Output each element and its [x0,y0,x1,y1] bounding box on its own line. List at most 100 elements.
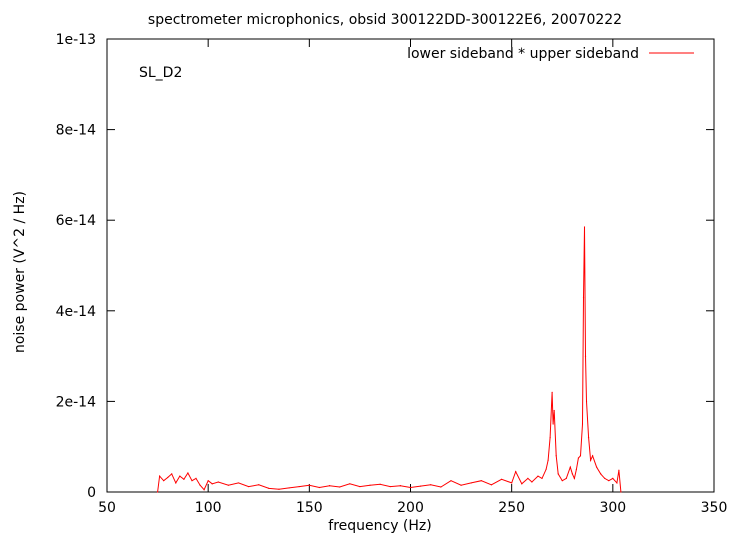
series-line [157,226,622,493]
data-point [167,476,169,479]
data-point [227,484,229,486]
data-point [541,477,543,480]
data-point [583,226,586,228]
data-point [600,473,602,475]
y-tick-label: 8e-14 [56,123,96,139]
data-point [545,468,547,470]
data-point [596,466,598,468]
data-point [268,487,270,489]
data-point [547,459,549,461]
x-tick-label: 200 [397,500,424,516]
data-point [195,477,197,480]
data-point [561,480,563,482]
data-point [553,409,555,412]
data-point [379,483,381,485]
data-point [187,472,189,474]
data-point [248,485,250,488]
data-point [521,483,523,485]
data-point [490,484,493,486]
data-point [237,482,240,484]
data-point [592,455,594,457]
data-point [573,477,575,480]
chart-title: spectrometer microphonics, obsid 300122D… [148,12,622,28]
data-point [308,484,310,486]
data-point [549,437,551,439]
x-tick-label: 250 [498,500,525,516]
y-axis-ticks: 0 2e-14 4e-14 6e-14 8e-14 1e-13 [56,32,714,501]
data-point [575,468,578,470]
data-point [527,477,529,480]
data-point [191,480,193,482]
data-point [217,481,219,483]
data-point [409,486,412,489]
data-point [359,485,361,488]
data-point [585,400,588,402]
data-point [339,486,341,488]
data-point [604,477,606,480]
x-axis-label: frequency (Hz) [328,518,431,534]
data-point [288,487,290,489]
data-point [500,478,503,480]
data-point [430,484,432,486]
data-point [620,491,622,493]
data-point [328,485,331,487]
y-tick-label: 2e-14 [56,394,96,410]
data-point [587,437,590,439]
y-tick-label: 4e-14 [56,304,96,320]
data-point [616,482,618,484]
data-point [163,480,165,482]
y-tick-label: 0 [87,485,96,501]
y-tick-label: 1e-13 [56,32,96,48]
data-point [440,486,442,488]
x-axis-ticks: 50 100 150 200 250 300 350 [98,39,727,516]
plot-annotation: SL_D2 [139,65,182,81]
data-point [258,484,260,486]
data-point [511,482,513,484]
data-point [203,489,205,491]
data-point [298,485,300,488]
data-point [565,477,567,480]
data-point [569,466,571,468]
data-point [582,296,585,298]
data-point [552,423,554,425]
data-point [389,485,391,488]
x-tick-label: 300 [599,500,626,516]
data-point [460,484,462,486]
data-point [579,455,582,457]
data-point [557,473,559,475]
data-point [584,355,587,357]
x-tick-label: 350 [701,500,728,516]
data-point [349,483,351,485]
data-point [399,485,401,487]
data-point [470,482,472,484]
data-point [551,391,553,393]
plot-frame [106,38,715,493]
legend-label: lower sideband * upper sideband [407,46,639,62]
y-axis-label: noise power (V^2 / Hz) [12,191,28,353]
data-point [159,475,161,477]
data-point [179,475,181,477]
x-tick-label: 100 [195,500,222,516]
data-point [531,481,533,483]
data-point [318,486,321,489]
data-point [183,478,185,480]
data-point [278,488,280,490]
data-point [420,485,422,487]
data-point [608,480,610,482]
data-point [207,480,209,482]
data-point [612,477,614,480]
data-point [369,484,371,486]
data-point [211,483,213,485]
data-point [171,473,173,475]
x-tick-label: 150 [296,500,323,516]
data-point [577,457,580,459]
data-point [450,480,452,482]
data-point [589,459,592,461]
data-point [581,423,584,425]
data-point [618,469,620,471]
data-point [537,475,539,477]
x-tick-label: 50 [98,500,116,516]
data-point [555,455,557,457]
data-point [156,491,159,493]
